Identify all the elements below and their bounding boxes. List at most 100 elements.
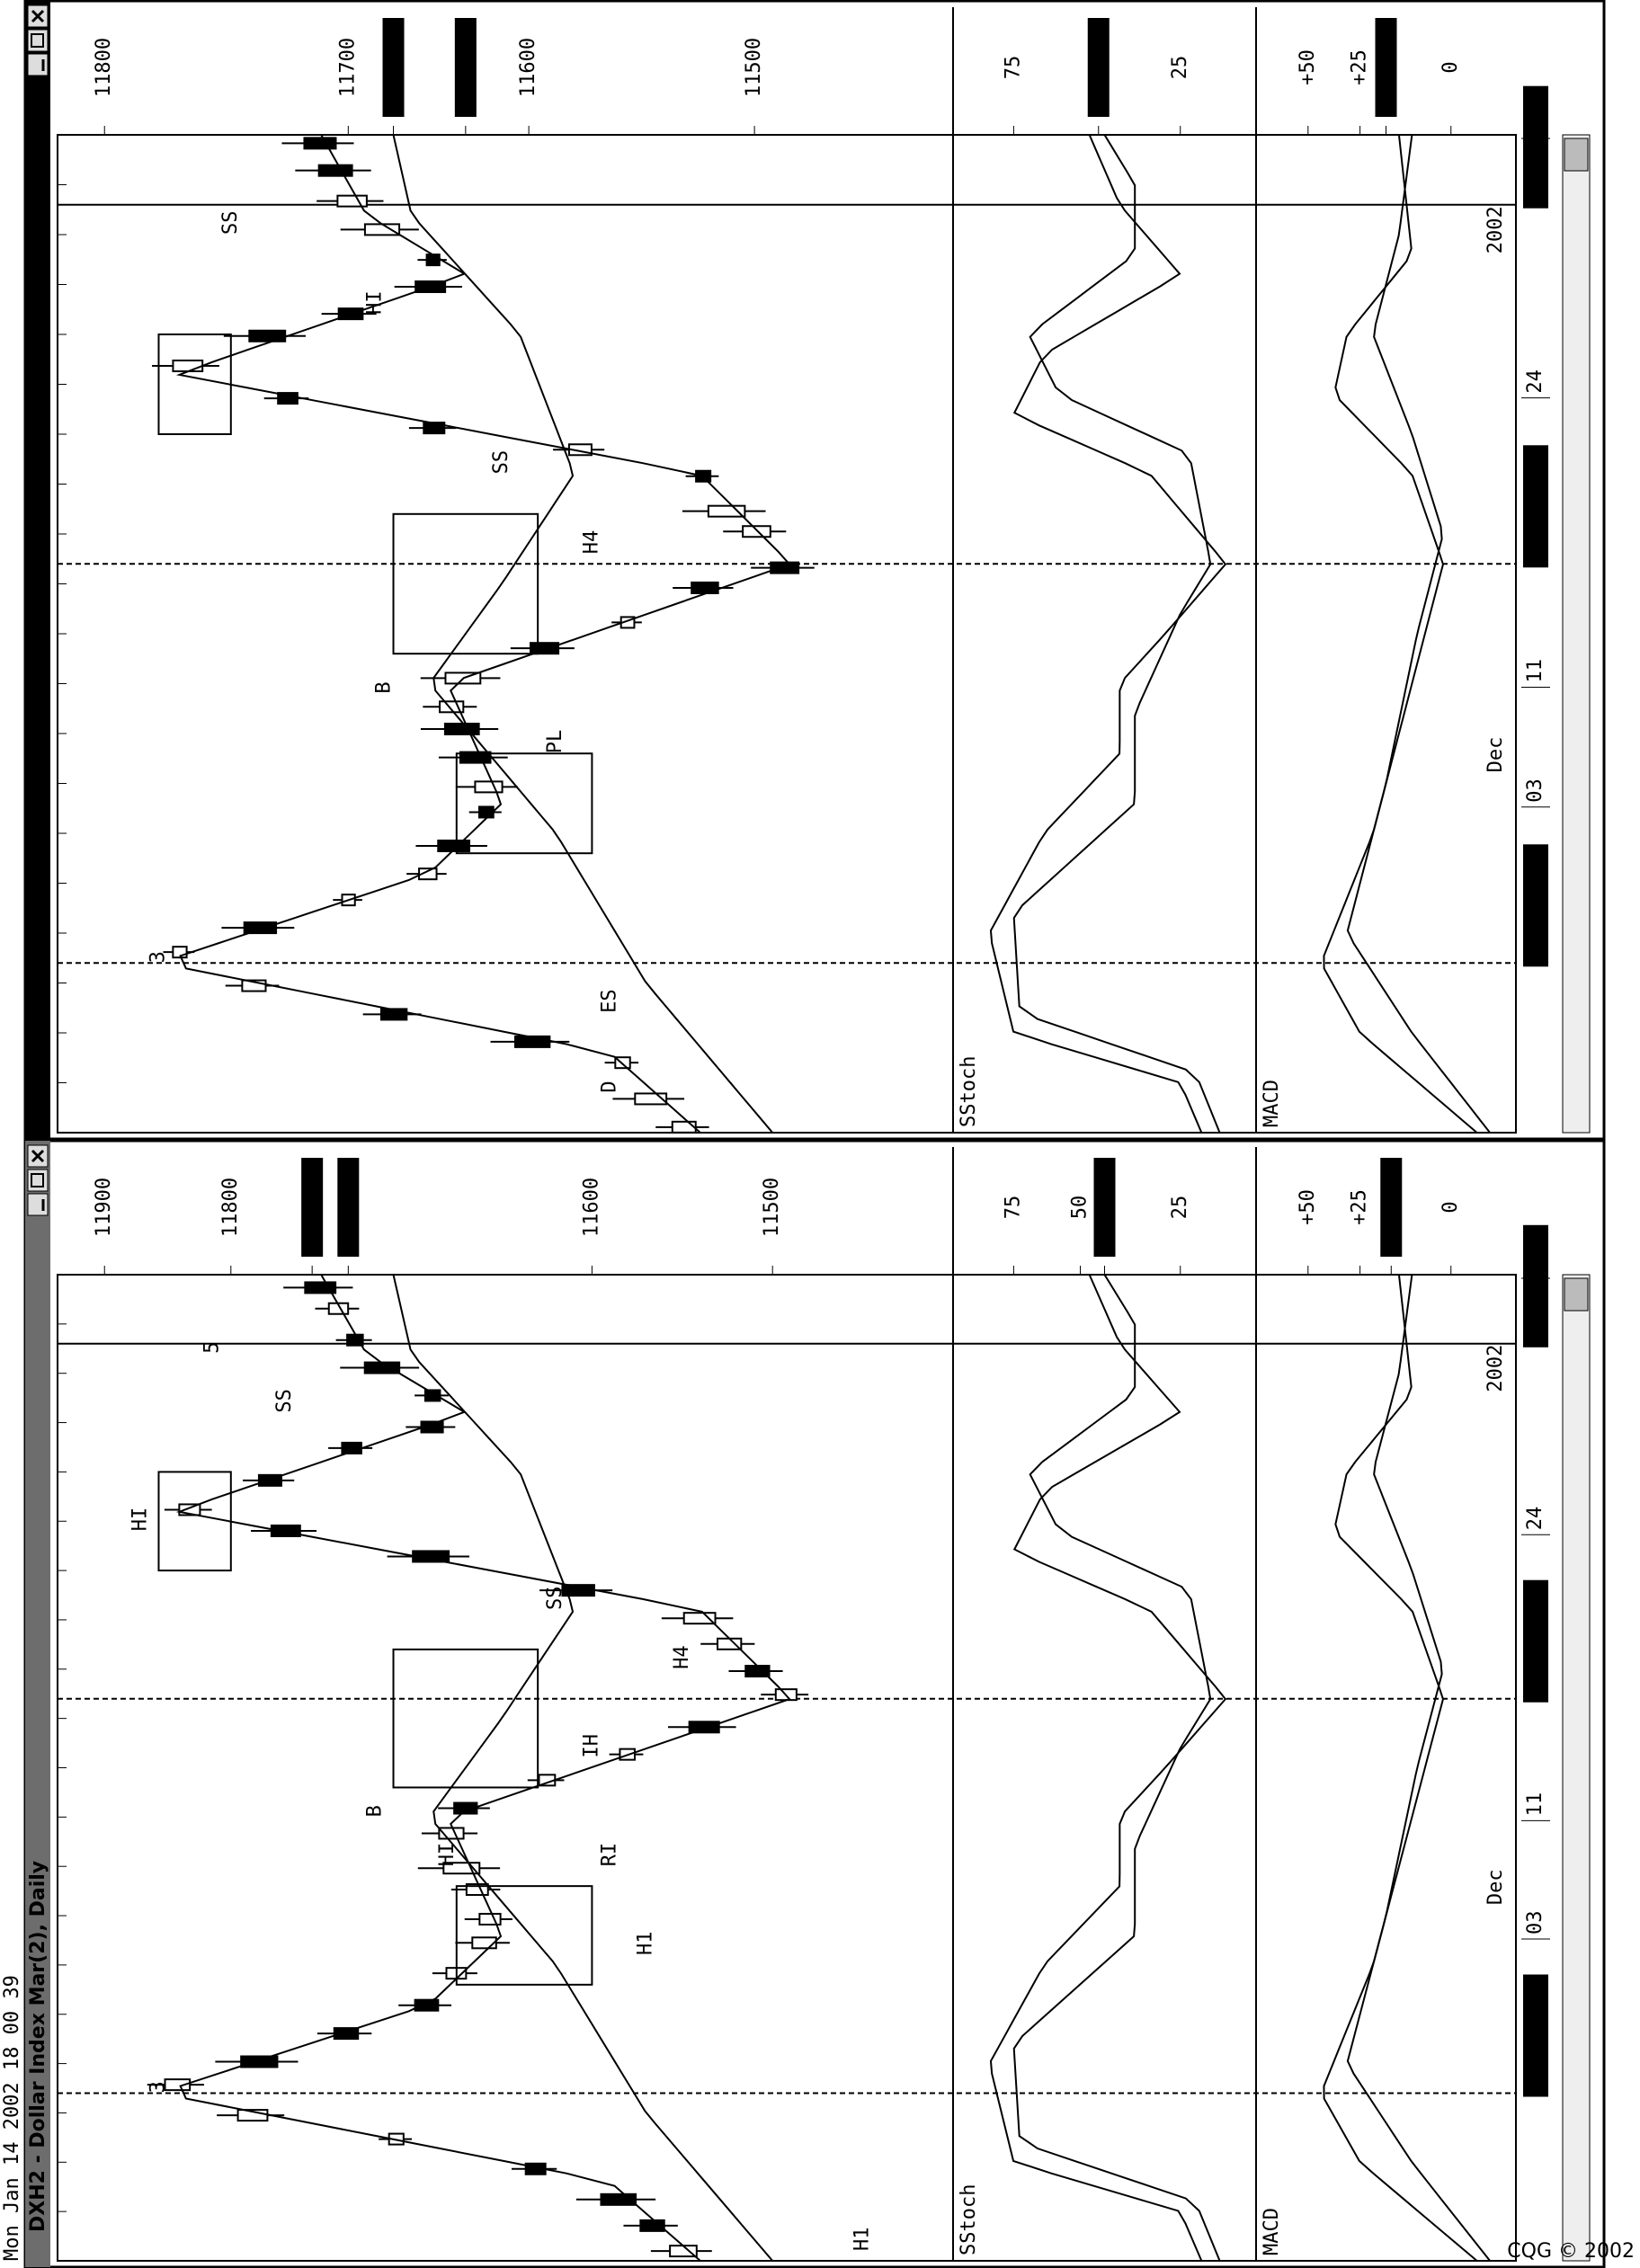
annotation: HI [363, 290, 386, 315]
axis-label: 0 [1439, 1201, 1462, 1213]
price-bar-body [164, 2078, 192, 2092]
annotation: 3 [147, 2081, 169, 2093]
pane-label: SStoch [958, 2184, 980, 2255]
price-bar-body [478, 1912, 502, 1926]
macd-signal-line [1346, 134, 1491, 1134]
annotation: H1 [635, 1931, 657, 1955]
stoch-d-line [1012, 134, 1221, 1134]
price-bar-body [530, 642, 560, 655]
date-label-highlight [1523, 1224, 1548, 1347]
pattern-box [392, 1648, 539, 1789]
annotation: 5 [201, 1342, 224, 1354]
date-label: 23 Nov 01 [1524, 1985, 1546, 2092]
price-bar-body [243, 921, 278, 935]
price-bar-body [671, 1120, 697, 1134]
scroll-thumb[interactable] [1564, 138, 1589, 172]
axis-label: 48.31 [1087, 38, 1110, 97]
price-bar-body [317, 164, 353, 177]
annotation: ES [598, 989, 620, 1013]
date-label-highlight [1523, 1579, 1548, 1703]
annotation: H4 [671, 1645, 693, 1669]
stoch-d-line [1012, 1274, 1221, 2262]
pattern-box [157, 1471, 232, 1572]
axis-label-highlight [301, 1158, 324, 1257]
scroll-bar[interactable] [1562, 1274, 1591, 2262]
date-label: 03 Jan 02 [1524, 96, 1546, 203]
date-label-highlight [1523, 445, 1548, 568]
price-bar-body [240, 2055, 279, 2068]
annotation: 3 [147, 951, 169, 963]
window-title: DXC5 - Dollar Index, Daily [27, 817, 49, 1104]
axis-label-highlight [454, 18, 477, 117]
axis-label-highlight [1087, 18, 1110, 117]
macd-signal-line [1346, 1274, 1491, 2262]
axis-label: 0 [1439, 61, 1462, 73]
pane-label: MACD [1261, 1080, 1283, 1127]
axis-label: 11745 [300, 1178, 323, 1237]
date-label: 24 [1524, 369, 1546, 394]
axis-label: 75 [1002, 56, 1024, 80]
price-bar-body [425, 253, 441, 267]
price-bar-body [248, 329, 287, 342]
annotation: HI [129, 1508, 151, 1532]
axis-label-highlight [337, 1158, 360, 1257]
button-icon [31, 33, 44, 48]
axis-label: 25 [1169, 56, 1191, 80]
scroll-bar[interactable] [1562, 134, 1591, 1134]
date-label: 17 Dec 01 [1524, 1590, 1546, 1697]
annotation: PL [544, 730, 566, 754]
moving-average [392, 1274, 773, 2262]
axis-label: +50 [1297, 1189, 1319, 1225]
annotation: SS [273, 1389, 296, 1413]
title-bar [25, 1, 50, 1139]
axis-label: 11674 [382, 38, 405, 97]
axis-label: 11693 [336, 1178, 359, 1237]
screen: Mon Jan 14 2002 18 00 39 DXH2 - Dollar I… [0, 0, 1606, 2268]
rotated-screen: Mon Jan 14 2002 18 00 39 DXH2 - Dollar I… [0, 0, 1606, 2268]
price-bar-body [682, 1612, 717, 1625]
date-label: Dec [1484, 1869, 1507, 1905]
minimize-button[interactable] [27, 53, 49, 76]
macd-line [1323, 134, 1478, 1134]
annotation: D [598, 1081, 620, 1092]
scroll-thumb[interactable] [1564, 1277, 1589, 1312]
price-bar-body [443, 722, 480, 735]
button-icon [31, 1149, 45, 1163]
pattern-box [455, 1885, 593, 1986]
date-label: 4 [1524, 1262, 1546, 1274]
annotation: SS [219, 211, 242, 236]
window-title: DXH2 - Dollar Index Mar(2), Daily [27, 1861, 49, 2232]
button-icon [31, 1173, 44, 1187]
price-bar-body [707, 504, 746, 518]
price-bar-body [453, 1801, 478, 1815]
status-bar: Mon Jan 14 2002 18 00 39 [1, 1975, 23, 2261]
minimize-button[interactable] [27, 1193, 49, 1216]
price-bar-body [471, 1936, 497, 1950]
price-trend-line [175, 1274, 791, 2262]
axis-label: 11600 [580, 1178, 602, 1237]
background [0, 0, 1606, 2268]
price-bar-body [303, 137, 337, 150]
price-bar-body [333, 2027, 360, 2041]
price-bar-body [691, 581, 719, 594]
pattern-box [392, 512, 539, 655]
annotation: HI [436, 1843, 459, 1867]
axis-label: 11600 [517, 38, 539, 97]
axis-label: 75 [1002, 1196, 1024, 1220]
stoch-k-line [989, 134, 1227, 1134]
axis-label: 11900 [93, 1178, 115, 1237]
price-bar-body [477, 805, 495, 819]
axis-label: 11700 [336, 38, 359, 97]
axis-label-highlight [1093, 1158, 1116, 1257]
date-label: 11 [1524, 1792, 1546, 1817]
pattern-box [157, 334, 232, 435]
title-bar [25, 1141, 50, 2267]
date-label: 2002 [1484, 1345, 1507, 1392]
button-icon [31, 9, 45, 23]
pattern-box [455, 752, 593, 855]
date-label: 11 [1524, 659, 1546, 683]
macd-line [1323, 1274, 1478, 2262]
date-label-highlight [1523, 85, 1548, 209]
axis-label: 25 [1169, 1196, 1191, 1220]
